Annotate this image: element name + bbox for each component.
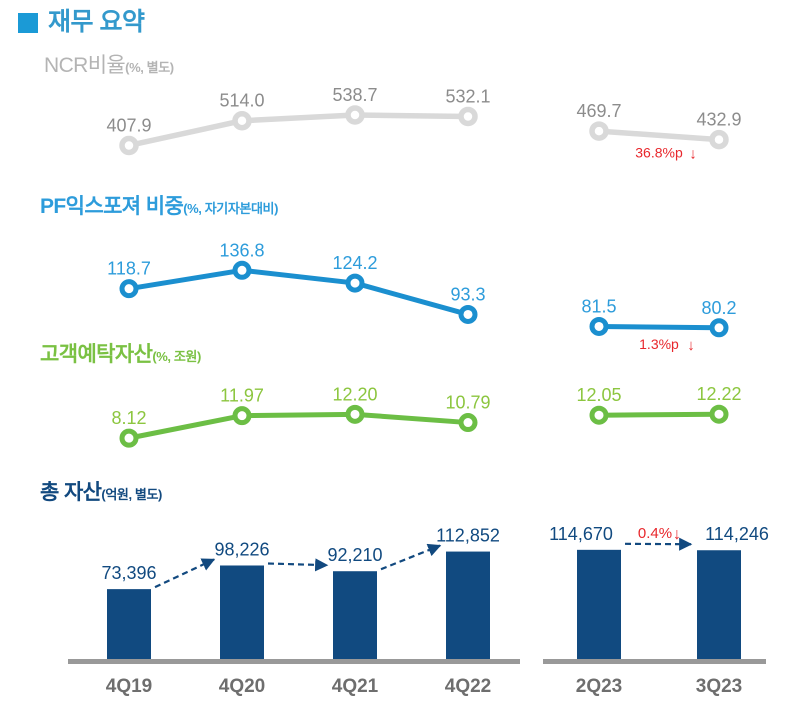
data-label: 514.0 [219, 91, 264, 111]
data-point-marker [345, 105, 365, 125]
data-point-marker [232, 110, 252, 131]
bar [333, 571, 377, 659]
section-caption-pf: PF익스포져 비중(%, 자기자본대비) [40, 196, 278, 217]
section-caption-total-assets: 총 자산(억원, 별도) [40, 482, 162, 503]
data-label: 10.79 [445, 393, 490, 413]
data-label: 538.7 [332, 85, 377, 105]
page-title: 재무 요약 [48, 8, 145, 36]
data-point-marker [458, 304, 478, 324]
bar [577, 549, 621, 659]
data-point-marker [119, 428, 139, 448]
data-label: 407.9 [106, 115, 151, 135]
data-point-marker [345, 273, 365, 293]
data-label: 81.5 [581, 296, 616, 316]
trend-arrow [154, 558, 216, 589]
data-label: 136.8 [219, 240, 264, 260]
section-title-ncr: NCR비율 [44, 54, 126, 77]
data-point-marker [119, 279, 139, 299]
bar-value-label: 114,246 [705, 524, 769, 544]
data-label: 12.05 [576, 385, 621, 405]
line-path-left [126, 267, 471, 317]
section-title-total-assets: 총 자산 [40, 481, 102, 504]
bar [220, 565, 264, 659]
data-label: 532.1 [445, 87, 490, 107]
x-axis-label: 4Q22 [445, 676, 491, 697]
data-point-marker [232, 260, 252, 280]
data-point-marker [589, 405, 609, 425]
section-title-pf: PF익스포져 비중 [40, 195, 184, 218]
section-unit-ncr: (%, 별도) [125, 60, 174, 75]
data-label: 12.20 [332, 384, 377, 404]
chart-pf-exposure: 118.7 136.8 124.2 93.3 81.5 80.2 1.3%p ↓ [107, 240, 736, 354]
chart-customer-assets: 8.12 11.97 12.20 10.79 12.05 12.22 [111, 384, 742, 448]
x-axis-label: 2Q23 [576, 676, 622, 697]
x-axis-label: 4Q19 [106, 676, 152, 697]
bar-value-label: 92,210 [327, 545, 382, 565]
data-label: 118.7 [107, 259, 151, 279]
data-point-marker [589, 316, 609, 336]
data-point-marker [232, 406, 252, 426]
bar [446, 551, 490, 659]
data-point-marker [345, 404, 365, 424]
change-annotation: 36.8%p [635, 144, 683, 160]
page-header: 재무 요약 [18, 8, 145, 36]
data-label: 124.2 [332, 253, 377, 273]
section-caption-ncr: NCR비율(%, 별도) [44, 55, 174, 76]
data-point-marker [458, 106, 478, 127]
data-label: 93.3 [450, 284, 485, 304]
change-arrow-icon: ↓ [673, 526, 681, 543]
bar [697, 550, 741, 659]
data-point-marker [709, 404, 729, 424]
change-annotation: 1.3%p [639, 336, 679, 352]
bar-value-label: 114,670 [549, 524, 613, 544]
line-path-right [596, 411, 722, 418]
line-path-right [596, 128, 722, 143]
header-square-icon [18, 12, 38, 33]
data-label: 80.2 [701, 298, 736, 318]
bar [107, 589, 151, 659]
line-path-left [126, 112, 471, 149]
x-axis-label: 3Q23 [696, 676, 742, 697]
section-unit-total-assets: (억원, 별도) [101, 487, 162, 502]
change-arrow-icon: ↓ [687, 337, 695, 354]
data-point-marker [589, 121, 609, 141]
data-label: 8.12 [111, 408, 146, 428]
data-point-marker [709, 129, 729, 150]
baseline-left [68, 659, 520, 664]
section-title-customer-assets: 고객예탁자산 [40, 343, 153, 366]
section-unit-pf: (%, 자기자본대비) [183, 201, 279, 216]
chart-ncr-ratio: 407.9 514.0 538.7 532.1 469.7 432.9 36.8%p ↓ [106, 85, 741, 162]
data-label: 432.9 [696, 110, 741, 130]
bar-value-label: 112,852 [436, 526, 500, 546]
line-path-left [126, 411, 471, 441]
data-label: 11.97 [220, 386, 264, 406]
data-label: 12.22 [696, 384, 741, 404]
data-label: 469.7 [576, 101, 621, 121]
chart-x-axis: 4Q19 4Q20 4Q21 4Q22 2Q23 3Q23 [68, 659, 766, 697]
data-point-marker [709, 318, 729, 338]
chart-total-assets: 73,396 98,226 92,210 112,852 114,670 114,246 0… [101, 524, 769, 659]
section-unit-customer-assets: (%, 조원) [152, 349, 201, 364]
x-axis-label: 4Q21 [332, 676, 379, 697]
data-point-marker [119, 135, 139, 156]
data-point-marker [458, 413, 478, 433]
trend-arrow [267, 558, 329, 572]
baseline-right [543, 659, 766, 664]
section-caption-customer-assets: 고객예탁자산(%, 조원) [40, 344, 201, 365]
bar-value-label: 73,396 [101, 563, 156, 583]
change-annotation: 0.4% [638, 525, 672, 542]
bar-value-label: 98,226 [214, 539, 269, 559]
change-arrow-icon: ↓ [689, 145, 697, 162]
line-path-right [596, 323, 722, 331]
trend-arrow [380, 543, 442, 571]
x-axis-label: 4Q20 [219, 676, 265, 697]
